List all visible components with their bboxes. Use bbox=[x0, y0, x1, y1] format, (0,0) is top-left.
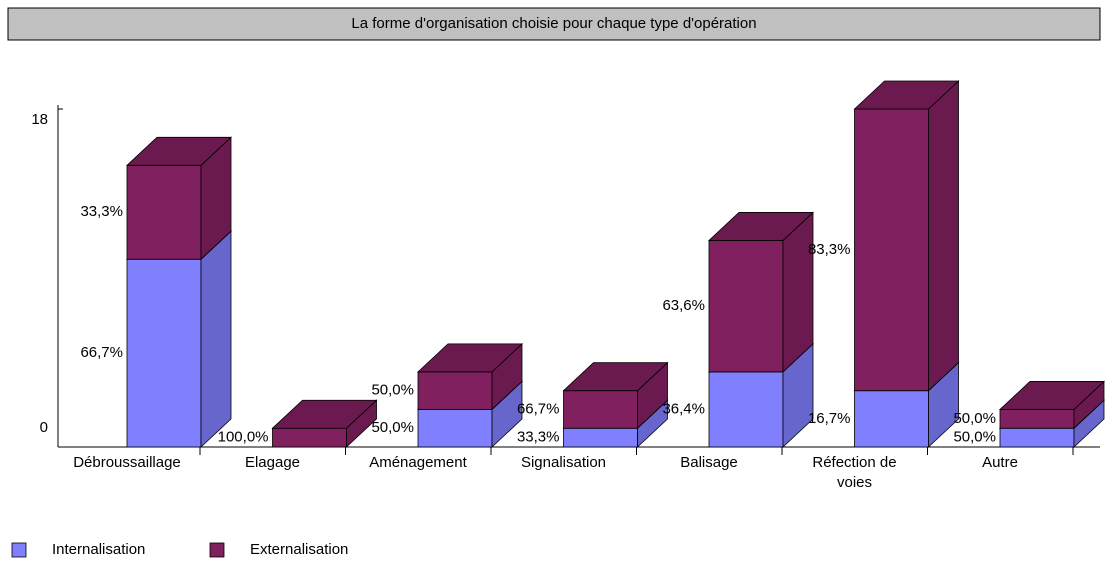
data-label: 63,6% bbox=[662, 297, 705, 314]
bar-segment bbox=[853, 80, 960, 392]
legend-label: Internalisation bbox=[52, 541, 145, 558]
data-label: 66,7% bbox=[80, 344, 123, 361]
bar-top bbox=[125, 136, 233, 166]
bar-segment bbox=[125, 230, 233, 448]
bar-front bbox=[272, 427, 347, 448]
data-label: 36,4% bbox=[662, 400, 705, 417]
bar-front bbox=[126, 164, 202, 260]
bar-top bbox=[707, 212, 815, 241]
bar-segment bbox=[125, 136, 233, 261]
legend-swatch bbox=[11, 542, 27, 558]
data-label: 50,0% bbox=[953, 429, 996, 446]
data-label: 50,0% bbox=[371, 419, 414, 436]
x-tick-label: Réfection de voies bbox=[812, 454, 896, 491]
data-label: 100,0% bbox=[218, 429, 269, 446]
bar-side bbox=[928, 80, 959, 392]
title-bar bbox=[7, 7, 1101, 41]
bar-segment bbox=[562, 361, 669, 430]
x-tick-label: Aménagement bbox=[369, 454, 467, 471]
bar-front bbox=[854, 390, 929, 448]
bar-top bbox=[271, 399, 378, 429]
bar-segment bbox=[707, 211, 815, 373]
bar-front bbox=[999, 409, 1075, 429]
bar-front bbox=[563, 427, 638, 448]
bar-front bbox=[999, 427, 1075, 448]
bar-top bbox=[562, 362, 669, 392]
x-tick-label: Elagage bbox=[245, 454, 300, 471]
x-tick-label: Signalisation bbox=[521, 454, 606, 471]
legend-swatch bbox=[209, 542, 225, 558]
bar-segment bbox=[271, 399, 378, 448]
legend-label: Externalisation bbox=[250, 541, 348, 558]
bar-segment bbox=[416, 342, 524, 411]
data-label: 33,3% bbox=[80, 203, 123, 220]
data-label: 33,3% bbox=[517, 429, 560, 446]
y-tick-label: 18 bbox=[31, 111, 48, 128]
bar-front bbox=[708, 371, 784, 448]
bar-front bbox=[854, 108, 929, 392]
data-label: 66,7% bbox=[517, 400, 560, 417]
bar-front bbox=[126, 258, 202, 448]
data-label: 50,0% bbox=[371, 382, 414, 399]
x-tick-label: Balisage bbox=[680, 454, 738, 471]
data-label: 16,7% bbox=[808, 410, 851, 427]
bar-top bbox=[853, 80, 960, 110]
bar-front bbox=[417, 371, 493, 410]
y-tick-label: 0 bbox=[40, 419, 48, 436]
bar-front bbox=[417, 409, 493, 448]
bar-side bbox=[200, 230, 232, 448]
bar-front bbox=[563, 390, 638, 429]
data-label: 83,3% bbox=[808, 241, 851, 258]
bar-top bbox=[998, 381, 1106, 410]
data-label: 50,0% bbox=[953, 410, 996, 427]
bar-top bbox=[416, 343, 524, 373]
bar-segment bbox=[998, 380, 1106, 430]
bar-front bbox=[708, 240, 784, 373]
x-tick-label: Autre bbox=[982, 454, 1018, 471]
chart-title: La forme d'organisation choisie pour cha… bbox=[351, 15, 756, 32]
x-tick-label: Débroussaillage bbox=[73, 454, 181, 471]
